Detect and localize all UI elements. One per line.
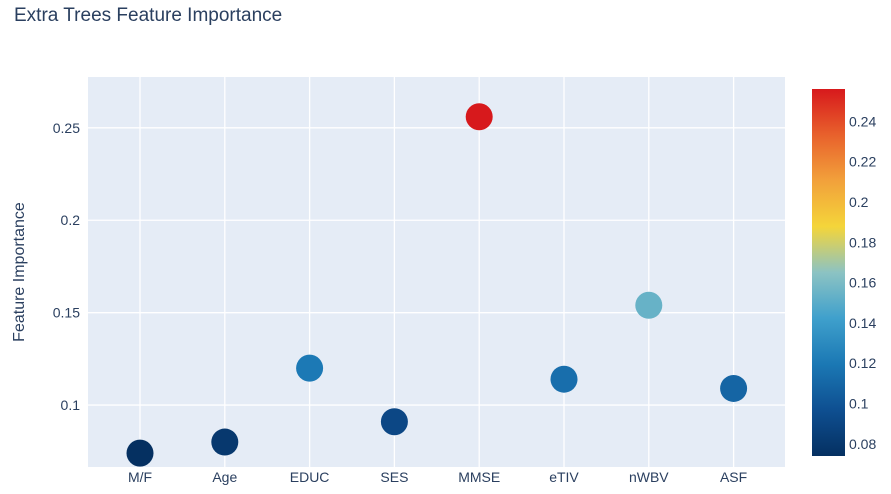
- x-tick-label: MMSE: [458, 469, 500, 485]
- colorbar-tick-label: 0.24: [849, 113, 876, 129]
- y-tick-label: 0.2: [61, 212, 81, 228]
- x-tick-label: Age: [212, 469, 237, 485]
- data-point: [550, 365, 578, 393]
- x-tick-label: SES: [380, 469, 408, 485]
- data-point: [126, 439, 154, 467]
- y-tick-label: 0.15: [53, 305, 80, 321]
- y-tick-label: 0.25: [53, 120, 80, 136]
- data-point: [380, 408, 408, 436]
- data-point: [635, 291, 663, 319]
- colorbar-ticks: 0.08 0.1 0.12 0.14 0.16 0.18 0.2 0.22 0.24: [849, 113, 876, 452]
- data-point: [211, 428, 239, 456]
- plot-area: [88, 77, 785, 467]
- colorbar-tick-label: 0.18: [849, 234, 876, 250]
- data-point: [296, 354, 324, 382]
- x-tick-label: M/F: [128, 469, 152, 485]
- data-point: [720, 374, 748, 402]
- colorbar-tick-label: 0.1: [849, 396, 869, 412]
- data-point: [465, 103, 493, 131]
- y-tick-label: 0.1: [61, 397, 81, 413]
- colorbar: [812, 89, 845, 456]
- colorbar-tick-label: 0.16: [849, 275, 876, 291]
- x-tick-label: ASF: [720, 469, 747, 485]
- data-points: [126, 103, 748, 467]
- y-axis-ticks: 0.1 0.15 0.2 0.25: [53, 120, 80, 413]
- x-tick-label: nWBV: [629, 469, 669, 485]
- chart-title: Extra Trees Feature Importance: [14, 5, 282, 26]
- colorbar-tick-label: 0.14: [849, 315, 876, 331]
- x-tick-label: EDUC: [290, 469, 330, 485]
- y-axis-label: Feature Importance: [11, 202, 28, 342]
- x-tick-label: eTIV: [549, 469, 579, 485]
- colorbar-tick-label: 0.12: [849, 355, 876, 371]
- colorbar-tick-label: 0.2: [849, 194, 869, 210]
- x-axis-ticks: M/F Age EDUC SES MMSE eTIV nWBV ASF: [128, 469, 747, 485]
- colorbar-tick-label: 0.22: [849, 154, 876, 170]
- grid: [88, 77, 785, 467]
- colorbar-tick-label: 0.08: [849, 436, 876, 452]
